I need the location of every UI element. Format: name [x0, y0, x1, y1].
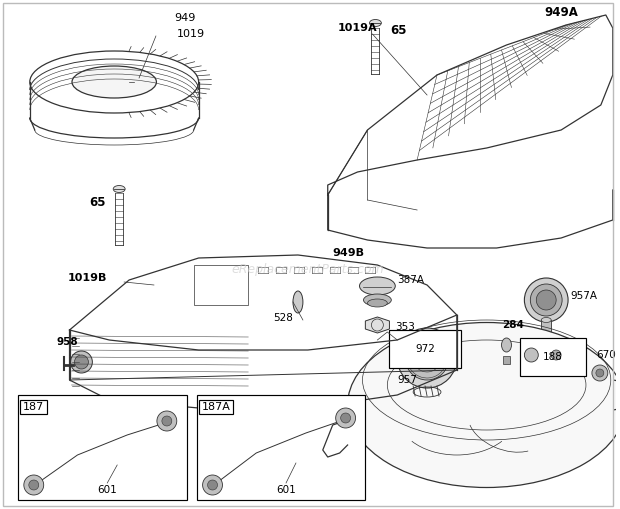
Ellipse shape	[592, 365, 608, 381]
Ellipse shape	[551, 350, 561, 360]
Ellipse shape	[113, 185, 125, 192]
Bar	[18, 395, 187, 500]
Ellipse shape	[363, 294, 391, 306]
Text: 187A: 187A	[202, 402, 231, 412]
Bar	[193, 265, 248, 305]
Ellipse shape	[368, 299, 388, 307]
Text: 949B: 949B	[333, 248, 365, 258]
Circle shape	[162, 416, 172, 426]
Text: 353: 353	[396, 322, 415, 332]
Circle shape	[208, 480, 218, 490]
Ellipse shape	[370, 19, 381, 26]
Ellipse shape	[360, 277, 396, 295]
Text: 1019B: 1019B	[68, 273, 107, 283]
Text: 949: 949	[174, 13, 195, 23]
Circle shape	[397, 328, 457, 388]
Circle shape	[24, 475, 43, 495]
Text: 957A: 957A	[570, 291, 597, 301]
Ellipse shape	[536, 290, 556, 310]
Ellipse shape	[348, 323, 620, 488]
Text: 65: 65	[391, 23, 407, 37]
Ellipse shape	[596, 369, 604, 377]
Text: 284: 284	[503, 320, 525, 330]
Text: 188: 188	[543, 352, 563, 362]
Text: 528: 528	[273, 313, 293, 323]
Circle shape	[29, 480, 38, 490]
Bar	[541, 320, 551, 338]
Bar	[520, 338, 586, 376]
Text: 601: 601	[97, 485, 117, 495]
Bar	[197, 395, 365, 500]
Ellipse shape	[541, 318, 551, 323]
Text: 1019A: 1019A	[338, 23, 378, 33]
Text: eReplacementParts.com: eReplacementParts.com	[231, 264, 384, 276]
Ellipse shape	[502, 338, 512, 352]
Ellipse shape	[72, 66, 156, 98]
Circle shape	[203, 475, 223, 495]
Ellipse shape	[525, 278, 568, 322]
Ellipse shape	[74, 355, 89, 369]
Text: 187: 187	[23, 402, 44, 412]
Circle shape	[405, 336, 449, 380]
Text: 972: 972	[415, 344, 435, 354]
Ellipse shape	[525, 348, 538, 362]
Text: 387A: 387A	[397, 275, 424, 285]
Ellipse shape	[293, 291, 303, 313]
Text: 601: 601	[276, 485, 296, 495]
Circle shape	[157, 411, 177, 431]
Text: 949A: 949A	[544, 6, 578, 18]
Text: 957: 957	[397, 375, 417, 385]
Ellipse shape	[530, 284, 562, 316]
Bar	[503, 356, 510, 364]
Circle shape	[340, 413, 350, 423]
Text: 1019: 1019	[177, 29, 205, 39]
Polygon shape	[365, 317, 389, 333]
Bar	[389, 330, 461, 368]
Circle shape	[335, 408, 355, 428]
Text: 65: 65	[89, 196, 105, 210]
Text: 958: 958	[56, 337, 78, 347]
Text: 670: 670	[596, 350, 616, 360]
Ellipse shape	[71, 351, 92, 373]
